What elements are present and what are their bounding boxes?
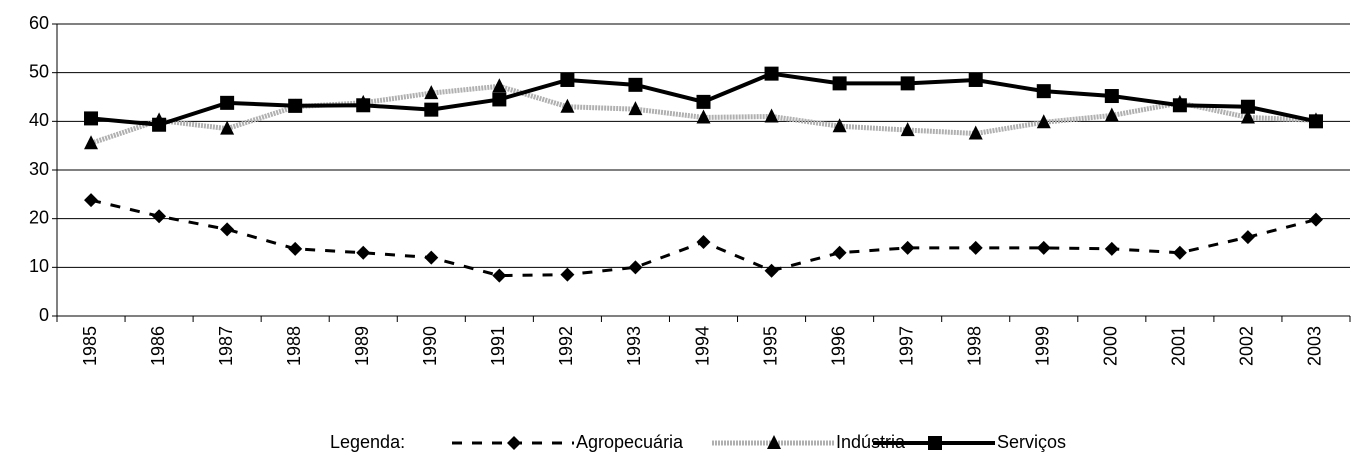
marker [900, 122, 915, 137]
y-tick-label: 10 [29, 256, 49, 276]
marker [1240, 99, 1255, 114]
x-tick-label: 1985 [80, 326, 100, 366]
marker [424, 85, 439, 100]
marker [696, 235, 711, 250]
x-tick-label: 1996 [828, 326, 848, 366]
legend-label: Agropecuária [576, 432, 684, 452]
x-tick-label: 1987 [216, 326, 236, 366]
x-tick-label: 1988 [284, 326, 304, 366]
marker [764, 66, 779, 81]
marker [900, 76, 915, 91]
marker [220, 95, 235, 110]
marker [832, 245, 847, 260]
x-tick-label: 1999 [1033, 326, 1053, 366]
marker [356, 245, 371, 260]
marker [764, 263, 779, 278]
marker [628, 260, 643, 275]
x-tick-label: 1995 [760, 326, 780, 366]
marker [628, 77, 643, 92]
x-tick-label: 1997 [896, 326, 916, 366]
marker [1036, 84, 1051, 99]
marker [560, 98, 575, 113]
marker [1036, 114, 1051, 129]
marker [1308, 114, 1323, 129]
legend-label: Serviços [997, 432, 1066, 452]
marker [356, 98, 371, 113]
x-tick-label: 1989 [352, 326, 372, 366]
y-tick-label: 30 [29, 159, 49, 179]
x-tick-label: 1990 [420, 326, 440, 366]
marker [764, 108, 779, 123]
marker [832, 118, 847, 133]
marker [220, 222, 235, 237]
marker [152, 117, 167, 132]
marker [1104, 241, 1119, 256]
marker [507, 436, 521, 450]
marker [1036, 240, 1051, 255]
marker [492, 78, 507, 93]
marker [1240, 109, 1255, 124]
x-tick-label: 1993 [624, 326, 644, 366]
x-tick-label: 1986 [148, 326, 168, 366]
x-tick-label: 2000 [1101, 326, 1121, 366]
y-tick-label: 60 [29, 13, 49, 33]
marker [628, 101, 643, 116]
marker [288, 98, 303, 113]
marker [560, 72, 575, 87]
x-tick-label: 2003 [1305, 326, 1325, 366]
x-tick-label: 1991 [488, 326, 508, 366]
marker [696, 94, 711, 109]
x-tick-label: 1998 [964, 326, 984, 366]
marker [767, 435, 781, 449]
y-tick-label: 0 [39, 305, 49, 325]
y-tick-label: 50 [29, 61, 49, 81]
marker [1240, 230, 1255, 245]
x-tick-label: 1994 [692, 326, 712, 366]
marker [928, 436, 942, 450]
marker [1104, 107, 1119, 122]
marker [968, 72, 983, 87]
x-tick-label: 2002 [1237, 326, 1257, 366]
x-tick-label: 2001 [1169, 326, 1189, 366]
marker [84, 193, 99, 208]
legend-title: Legenda: [330, 432, 405, 452]
marker [1172, 98, 1187, 113]
legend-label: Indústria [836, 432, 906, 452]
marker [696, 109, 711, 124]
marker [492, 92, 507, 107]
marker [492, 268, 507, 283]
marker [424, 250, 439, 265]
marker [84, 135, 99, 150]
marker [1308, 212, 1323, 227]
y-tick-label: 20 [29, 207, 49, 227]
marker [84, 111, 99, 126]
marker [288, 241, 303, 256]
marker [560, 267, 575, 282]
marker [152, 209, 167, 224]
marker [1172, 245, 1187, 260]
marker [1104, 89, 1119, 104]
y-tick-label: 40 [29, 110, 49, 130]
marker [424, 102, 439, 117]
marker [968, 240, 983, 255]
marker [900, 240, 915, 255]
marker [220, 120, 235, 135]
marker [968, 125, 983, 140]
marker [832, 76, 847, 91]
x-tick-label: 1992 [556, 326, 576, 366]
